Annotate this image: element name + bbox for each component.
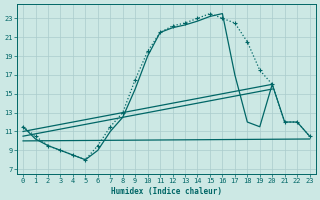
X-axis label: Humidex (Indice chaleur): Humidex (Indice chaleur) — [111, 187, 222, 196]
